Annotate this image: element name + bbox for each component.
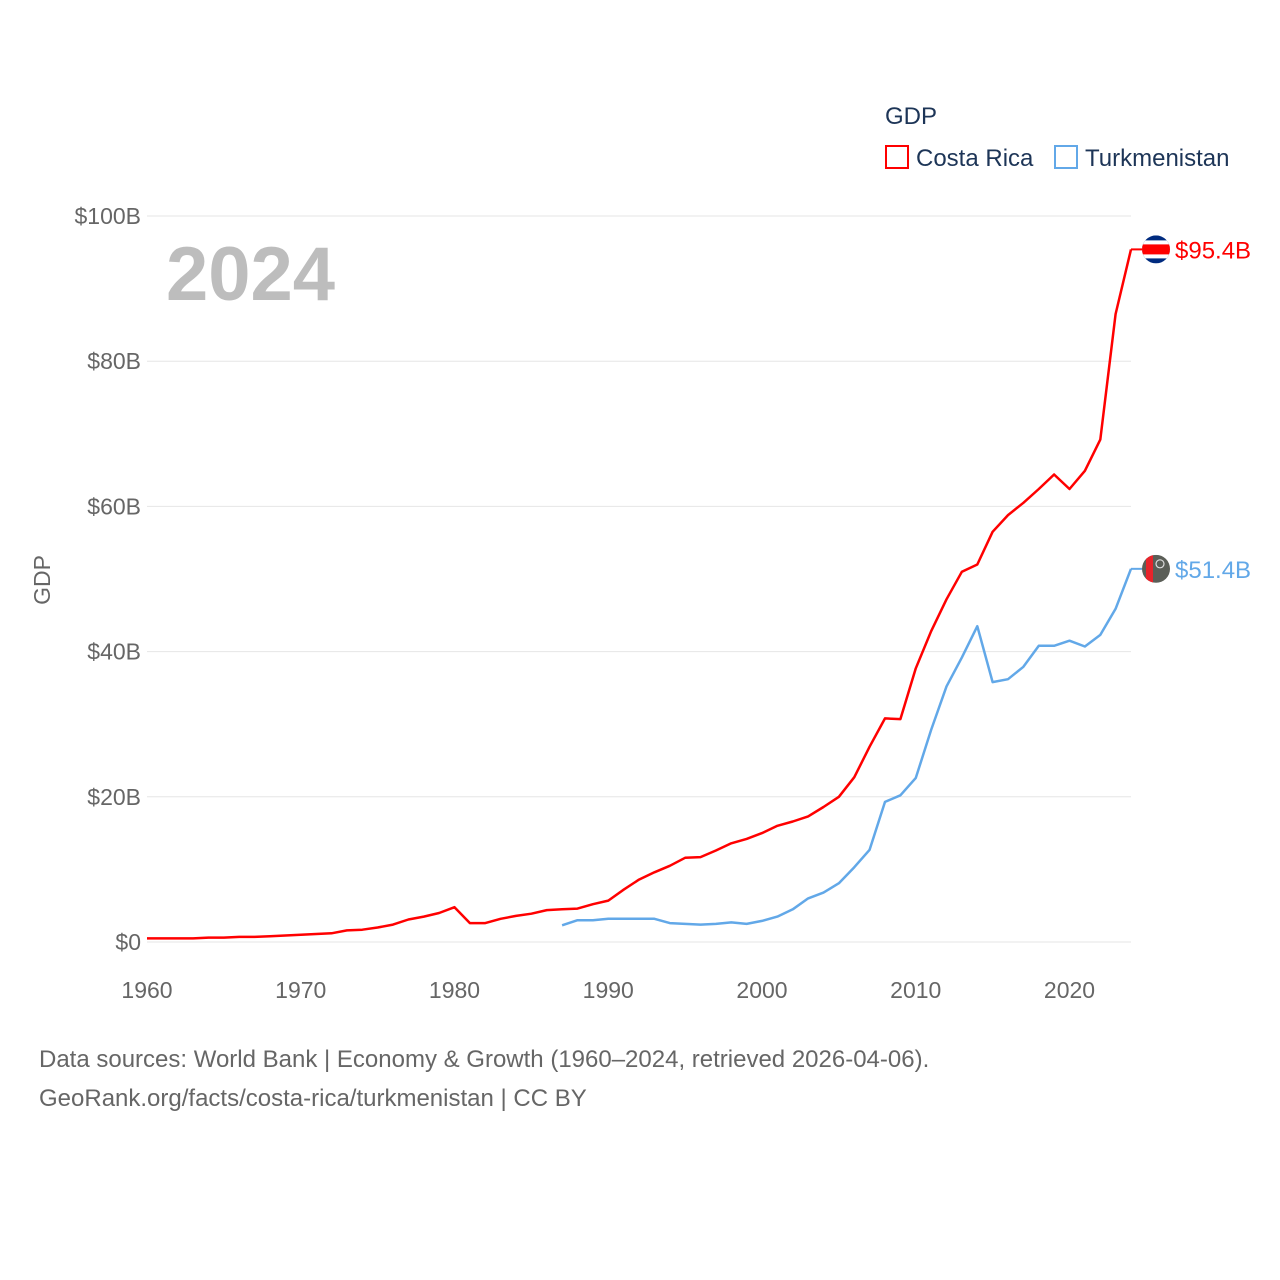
x-tick-label: 1990 (583, 977, 634, 1003)
x-tick-label: 2020 (1044, 977, 1095, 1003)
legend-label-costa-rica[interactable]: Costa Rica (916, 145, 1034, 172)
footer-credit: GeoRank.org/facts/costa-rica/turkmenista… (39, 1085, 587, 1112)
y-tick-label: $60B (87, 493, 141, 519)
footer-sources: Data sources: World Bank | Economy & Gro… (39, 1046, 930, 1073)
series-lines (147, 249, 1133, 940)
legend-swatch-costa-rica[interactable] (885, 145, 909, 169)
series-line-costa-rica (147, 249, 1133, 940)
y-tick-label: $20B (87, 784, 141, 810)
costa-rica-flag-icon (1142, 235, 1170, 264)
y-tick-label: $80B (87, 348, 141, 374)
y-axis-ticks: $0 $20B $40B $60B $80B $100B (74, 203, 141, 955)
turkmenistan-flag-icon (1142, 554, 1170, 583)
legend: GDP Costa Rica Turkmenistan (885, 103, 1230, 172)
series-line-turkmenistan (561, 568, 1133, 927)
year-label: 2024 (166, 232, 335, 317)
end-value-label: $95.4B (1175, 237, 1251, 264)
legend-title: GDP (885, 103, 937, 130)
y-tick-label: $100B (74, 203, 141, 229)
x-axis-ticks: 1960 1970 1980 1990 2000 2010 2020 (121, 977, 1095, 1003)
gridlines (147, 215, 1131, 943)
end-value-label: $51.4B (1175, 557, 1251, 584)
x-tick-label: 1960 (121, 977, 172, 1003)
series-end-labels: $95.4B $51.4B (1131, 235, 1251, 584)
legend-swatch-turkmenistan[interactable] (1054, 145, 1078, 169)
y-tick-label: $0 (115, 929, 141, 955)
y-tick-label: $40B (87, 639, 141, 665)
x-tick-label: 2000 (736, 977, 787, 1003)
x-tick-label: 1970 (275, 977, 326, 1003)
legend-label-turkmenistan[interactable]: Turkmenistan (1085, 145, 1230, 172)
y-axis-label: GDP (29, 555, 55, 605)
x-tick-label: 1980 (429, 977, 480, 1003)
x-tick-label: 2010 (890, 977, 941, 1003)
